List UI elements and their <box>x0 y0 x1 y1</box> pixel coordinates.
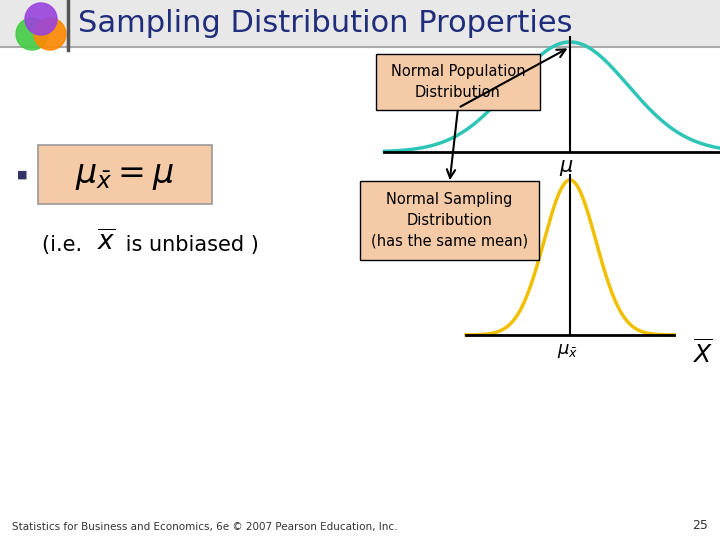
Text: Normal Sampling
Distribution
(has the same mean): Normal Sampling Distribution (has the sa… <box>371 192 528 249</box>
Text: Statistics for Business and Economics, 6e © 2007 Pearson Education, Inc.: Statistics for Business and Economics, 6… <box>12 522 397 532</box>
Text: 25: 25 <box>692 519 708 532</box>
Text: $\mu_{\bar{x}}$: $\mu_{\bar{x}}$ <box>557 342 579 360</box>
Text: is unbiased ): is unbiased ) <box>119 235 259 255</box>
Text: ■: ■ <box>17 170 27 180</box>
Circle shape <box>34 18 66 50</box>
Circle shape <box>25 3 57 35</box>
FancyBboxPatch shape <box>360 181 539 260</box>
FancyBboxPatch shape <box>376 54 540 110</box>
Circle shape <box>16 18 48 50</box>
FancyBboxPatch shape <box>38 145 212 204</box>
Text: Sampling Distribution Properties: Sampling Distribution Properties <box>78 9 572 37</box>
Text: (i.e.: (i.e. <box>42 235 89 255</box>
Text: $\mu_{\bar{x}} = \mu$: $\mu_{\bar{x}} = \mu$ <box>76 159 174 192</box>
Text: $\overline{X}$: $\overline{X}$ <box>692 339 712 368</box>
Text: $\overline{x}$: $\overline{x}$ <box>97 230 115 256</box>
FancyBboxPatch shape <box>0 0 720 47</box>
Text: $\mu$: $\mu$ <box>559 158 573 178</box>
Text: Normal Population
Distribution: Normal Population Distribution <box>391 64 526 100</box>
